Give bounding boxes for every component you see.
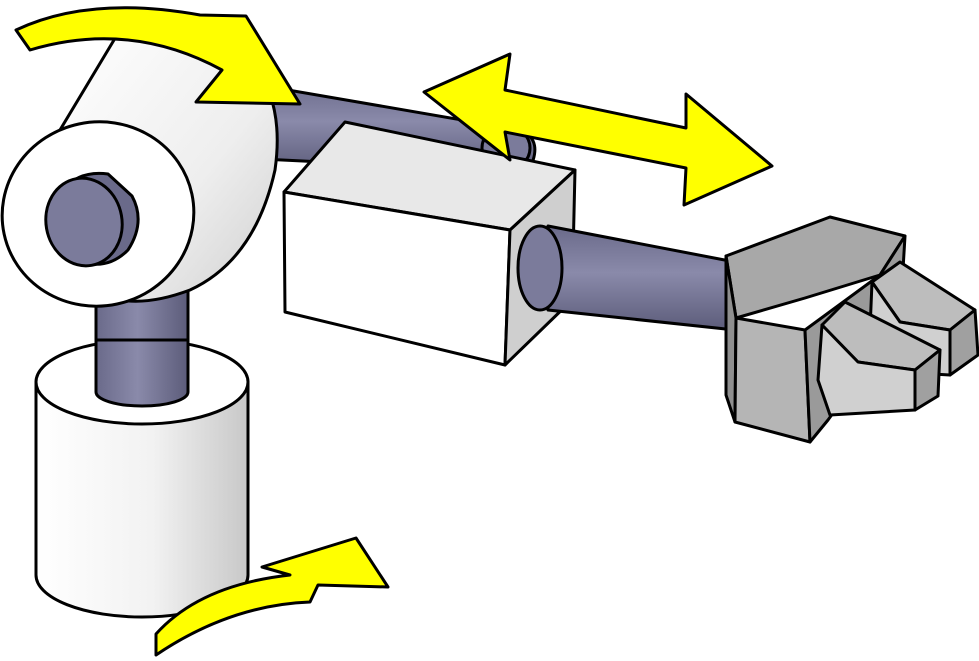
base-cylinder [34,338,250,619]
gripper [724,215,979,444]
linear-extension-arrow [422,52,774,207]
base-rotation-arrow [154,536,390,657]
shoulder-pin [44,171,140,268]
shoulder-rotation-arrow [14,6,302,106]
forearm-rod [516,224,737,332]
slider-block [282,120,577,367]
gripper-finger-lower [816,300,942,417]
